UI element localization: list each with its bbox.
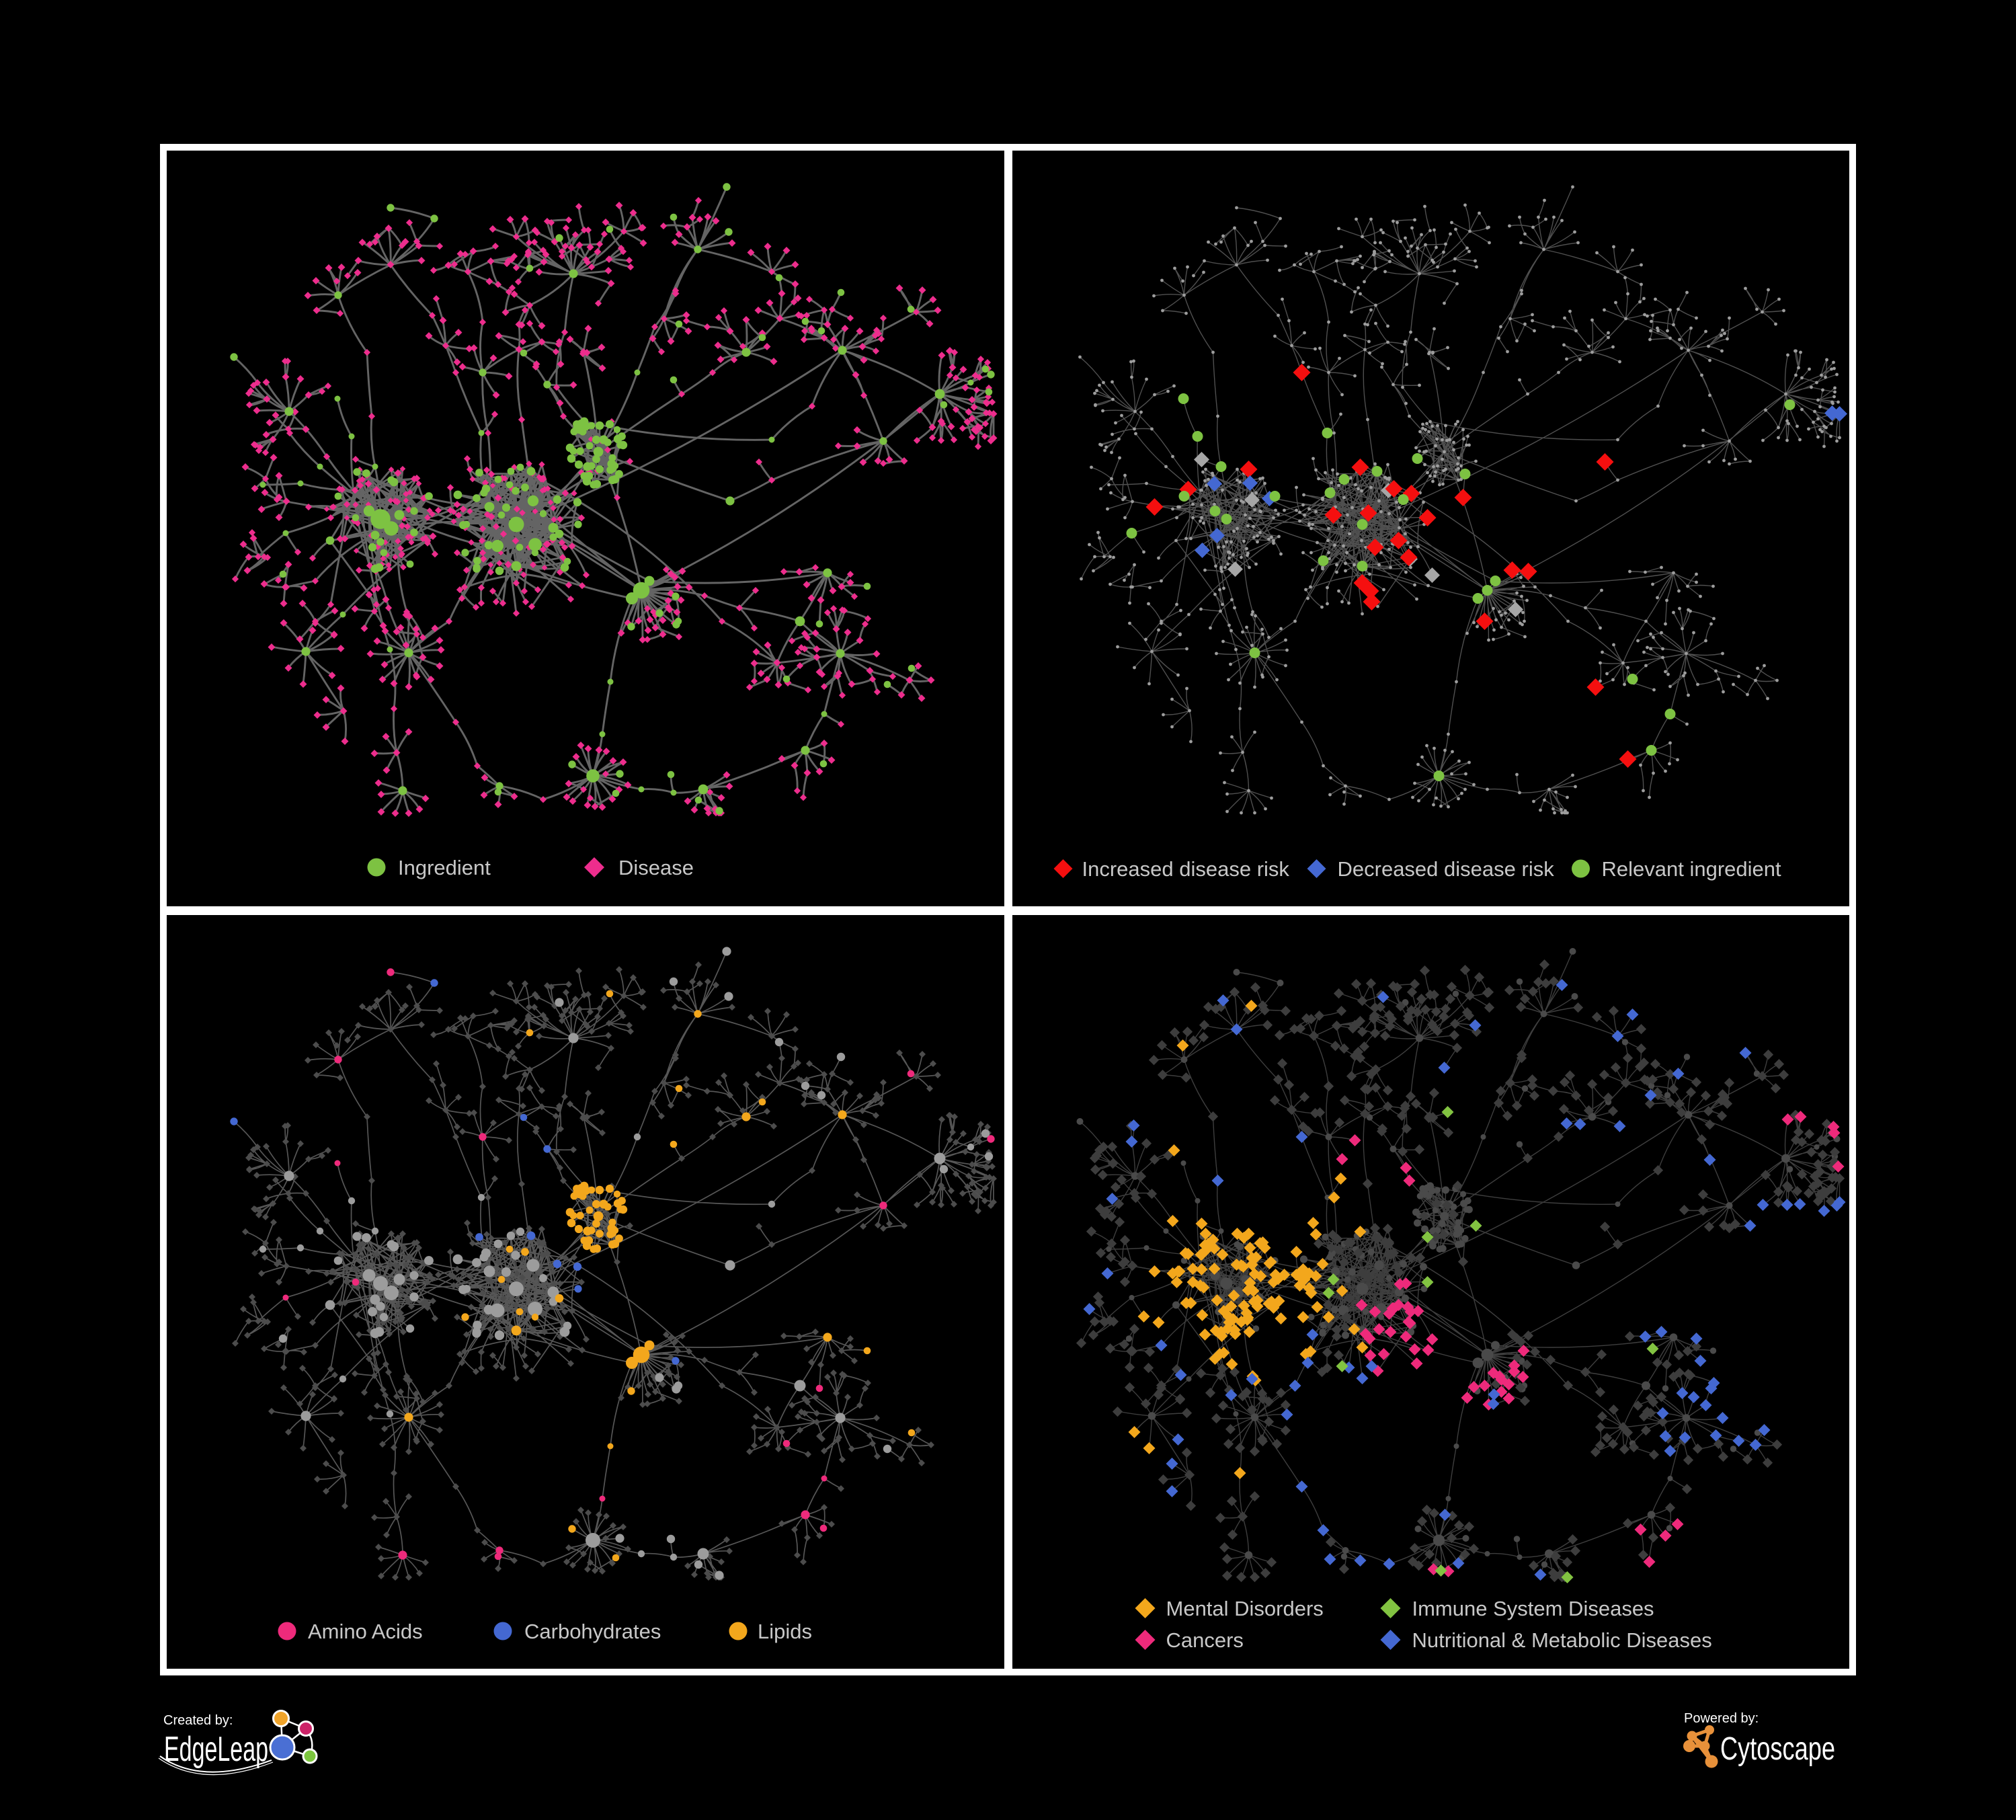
svg-text:Created by:: Created by: (163, 1713, 233, 1728)
svg-text:Cancers: Cancers (1166, 1628, 1244, 1652)
svg-text:Carbohydrates: Carbohydrates (524, 1620, 661, 1643)
svg-text:Decreased disease risk: Decreased disease risk (1338, 857, 1555, 881)
svg-text:Disease: Disease (618, 856, 694, 879)
svg-text:Ingredient: Ingredient (398, 856, 491, 879)
svg-text:Powered by:: Powered by: (1684, 1711, 1759, 1726)
svg-text:Nutritional & Metabolic Diseas: Nutritional & Metabolic Diseases (1412, 1628, 1712, 1652)
svg-text:Lipids: Lipids (758, 1620, 812, 1643)
svg-text:Increased disease risk: Increased disease risk (1082, 857, 1290, 881)
svg-text:Mental Disorders: Mental Disorders (1166, 1597, 1324, 1620)
svg-text:Cytoscape: Cytoscape (1720, 1731, 1835, 1767)
svg-text:Amino Acids: Amino Acids (308, 1620, 423, 1643)
svg-text:Relevant ingredient: Relevant ingredient (1602, 857, 1782, 881)
svg-text:EdgeLeap: EdgeLeap (164, 1730, 268, 1769)
svg-text:Immune System Diseases: Immune System Diseases (1412, 1597, 1654, 1620)
